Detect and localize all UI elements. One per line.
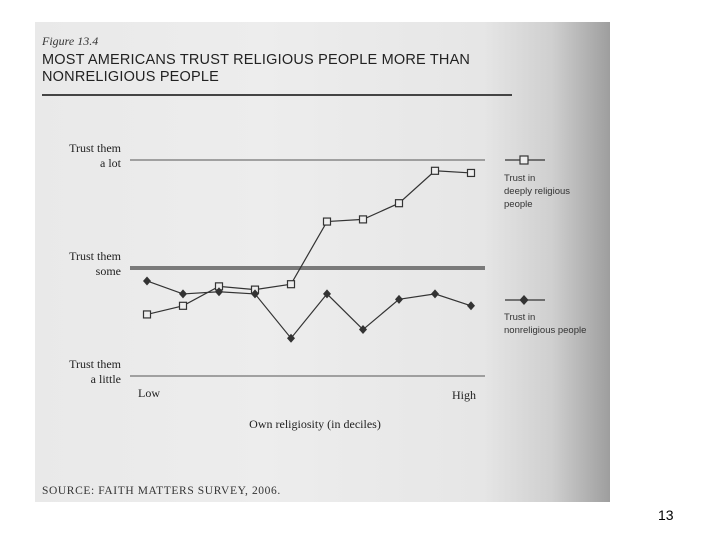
series-line [146, 170, 472, 316]
diamond-marker [323, 289, 331, 299]
legend-square-marker [519, 155, 529, 165]
series-line [146, 280, 472, 340]
diamond-marker [431, 289, 439, 299]
diamond-marker [215, 287, 223, 297]
y-tick-label: Trust them a lot [69, 141, 122, 170]
legend-label: Trust in nonreligious people [504, 312, 586, 336]
square-marker [394, 199, 404, 208]
legend-label: Trust in deeply religious people [504, 173, 570, 210]
figure-label: Figure 13.4 [42, 34, 99, 48]
scanned-page [35, 22, 610, 502]
chart-title: MOST AMERICANS TRUST RELIGIOUS PEOPLE MO… [42, 52, 471, 85]
legend-diamond-marker [519, 295, 529, 305]
square-marker [358, 215, 368, 224]
x-axis-title: Own religiosity (in deciles) [249, 417, 381, 431]
source-note: SOURCE: FAITH MATTERS SURVEY, 2006. [42, 485, 281, 497]
square-marker [430, 166, 440, 175]
title-rule [42, 94, 512, 96]
diamond-marker [359, 325, 367, 335]
diamond-marker [251, 289, 259, 299]
diamond-marker [395, 294, 403, 304]
square-marker [466, 168, 476, 178]
y-tick-label: Trust them some [69, 249, 122, 278]
square-marker [286, 280, 296, 289]
page-number: 13 [658, 507, 674, 523]
diamond-marker [287, 333, 295, 343]
square-marker [178, 301, 188, 310]
diamond-marker [179, 289, 187, 299]
square-marker [322, 217, 332, 226]
diamond-marker [467, 301, 475, 311]
square-marker [142, 310, 152, 319]
x-tick-label: Low [138, 386, 160, 400]
x-tick-label: High [452, 388, 476, 402]
diamond-marker [143, 276, 151, 286]
y-tick-label: Trust them a little [69, 357, 122, 386]
